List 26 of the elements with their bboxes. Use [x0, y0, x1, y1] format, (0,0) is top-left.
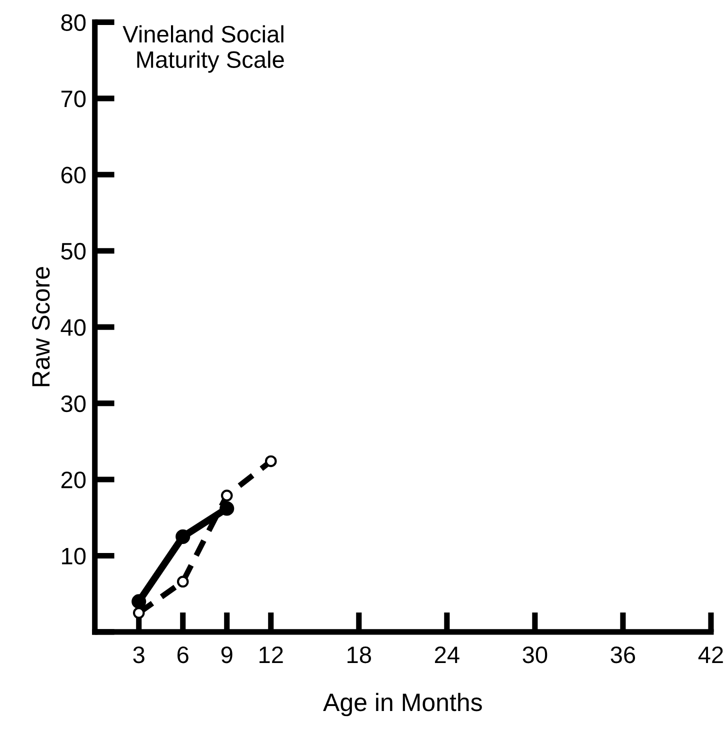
x-tick-label: 42 [698, 646, 723, 663]
point [132, 594, 146, 609]
y-tick-label: 20 [61, 472, 86, 488]
point [176, 576, 189, 588]
x-axis-title: Age in Months [323, 692, 482, 716]
y-tick-label: 50 [61, 242, 86, 260]
y-tick-label: 10 [62, 548, 86, 565]
x-tick-label: 24 [434, 646, 460, 663]
y-tick-label: 40 [60, 319, 86, 336]
y-axis-title: Raw Score [32, 267, 50, 386]
text: Vineland Social Maturity Scale [122, 25, 284, 73]
x-tick-label: 9 [221, 646, 232, 664]
x-tick-label: 3 [133, 646, 144, 664]
x-tick-label: 6 [177, 646, 188, 664]
x-tick-label: 30 [522, 646, 548, 664]
point [220, 490, 233, 502]
point [176, 529, 190, 544]
x-tick-label: 36 [610, 646, 636, 664]
y-tick-label: 70 [61, 90, 86, 108]
y-tick-label: 30 [61, 395, 86, 412]
point [132, 607, 145, 619]
y-tick-label: 60 [61, 166, 86, 184]
x-tick-label: 18 [348, 646, 372, 664]
x-tick-label: 12 [260, 646, 283, 663]
point [264, 455, 277, 468]
y-tick-label: 80 [61, 14, 86, 31]
